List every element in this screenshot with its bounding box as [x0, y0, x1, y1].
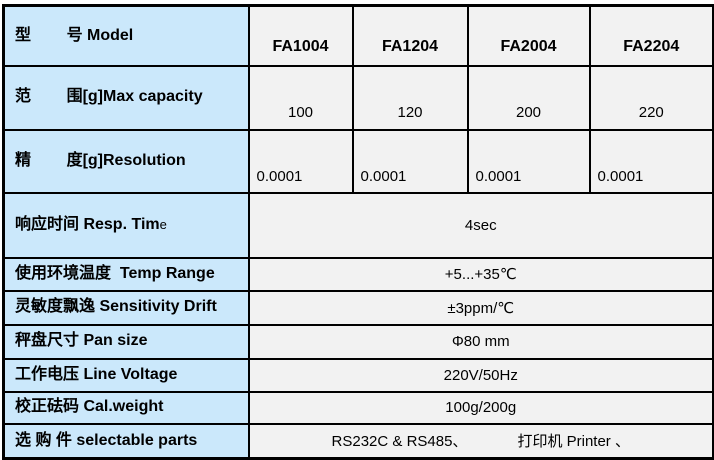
row-label-model: 型 号 Model — [2, 4, 250, 67]
spec-row-max-capacity: 范 围[g]Max capacity 100 120 200 220 — [2, 64, 714, 131]
response-time-value: 4sec — [247, 191, 714, 259]
spec-row-model: 型 号 Model FA1004 FA1204 FA2004 FA2204 — [2, 4, 714, 67]
resolution-cell: 0.0001 — [247, 128, 354, 194]
resolution-cell: 0.0001 — [466, 128, 591, 194]
row-label-resolution: 精 度[g]Resolution — [2, 128, 250, 194]
model-cell: FA1004 — [247, 4, 354, 67]
row-label-temp-range: 使用环境温度 Temp Range — [2, 256, 250, 292]
spec-row-response-time: 响应时间 Resp. Time 4sec — [2, 191, 714, 259]
response-time-label-suffix: e — [159, 216, 167, 232]
temp-range-value: +5...+35℃ — [247, 256, 714, 292]
row-label-response-time: 响应时间 Resp. Time — [2, 191, 250, 259]
row-label-cal-weight: 校正砝码 Cal.weight — [2, 390, 250, 425]
spec-table: 型 号 Model FA1004 FA1204 FA2004 FA2204 范 … — [2, 4, 714, 460]
spec-row-pan-size: 秤盘尺寸 Pan size Φ80 mm — [2, 323, 714, 360]
spec-row-sensitivity-drift: 灵敏度飘逸 Sensitivity Drift ±3ppm/℃ — [2, 289, 714, 326]
resolution-cell: 0.0001 — [351, 128, 469, 194]
row-label-pan-size: 秤盘尺寸 Pan size — [2, 323, 250, 360]
max-capacity-cell: 120 — [351, 64, 469, 131]
spec-row-resolution: 精 度[g]Resolution 0.0001 0.0001 0.0001 0.… — [2, 128, 714, 194]
sensitivity-drift-value: ±3ppm/℃ — [247, 289, 714, 326]
cal-weight-value: 100g/200g — [247, 390, 714, 425]
row-label-sensitivity-drift: 灵敏度飘逸 Sensitivity Drift — [2, 289, 250, 326]
model-cell: FA2004 — [466, 4, 591, 67]
row-label-max-capacity: 范 围[g]Max capacity — [2, 64, 250, 131]
spec-row-line-voltage: 工作电压 Line Voltage 220V/50Hz — [2, 357, 714, 393]
spec-row-cal-weight: 校正砝码 Cal.weight 100g/200g — [2, 390, 714, 425]
spec-row-temp-range: 使用环境温度 Temp Range +5...+35℃ — [2, 256, 714, 292]
response-time-label: 响应时间 Resp. Tim — [15, 215, 160, 233]
max-capacity-cell: 220 — [588, 64, 714, 131]
model-cell: FA1204 — [351, 4, 469, 67]
max-capacity-cell: 100 — [247, 64, 354, 131]
row-label-line-voltage: 工作电压 Line Voltage — [2, 357, 250, 393]
spec-row-selectable-parts: 选 购 件 selectable parts RS232C & RS485、 打… — [2, 422, 714, 460]
max-capacity-cell: 200 — [466, 64, 591, 131]
line-voltage-value: 220V/50Hz — [247, 357, 714, 393]
selectable-parts-value: RS232C & RS485、 打印机 Printer 、 — [247, 422, 714, 460]
pan-size-value: Φ80 mm — [247, 323, 714, 360]
model-cell: FA2204 — [588, 4, 714, 67]
resolution-cell: 0.0001 — [588, 128, 714, 194]
row-label-selectable-parts: 选 购 件 selectable parts — [2, 422, 250, 460]
